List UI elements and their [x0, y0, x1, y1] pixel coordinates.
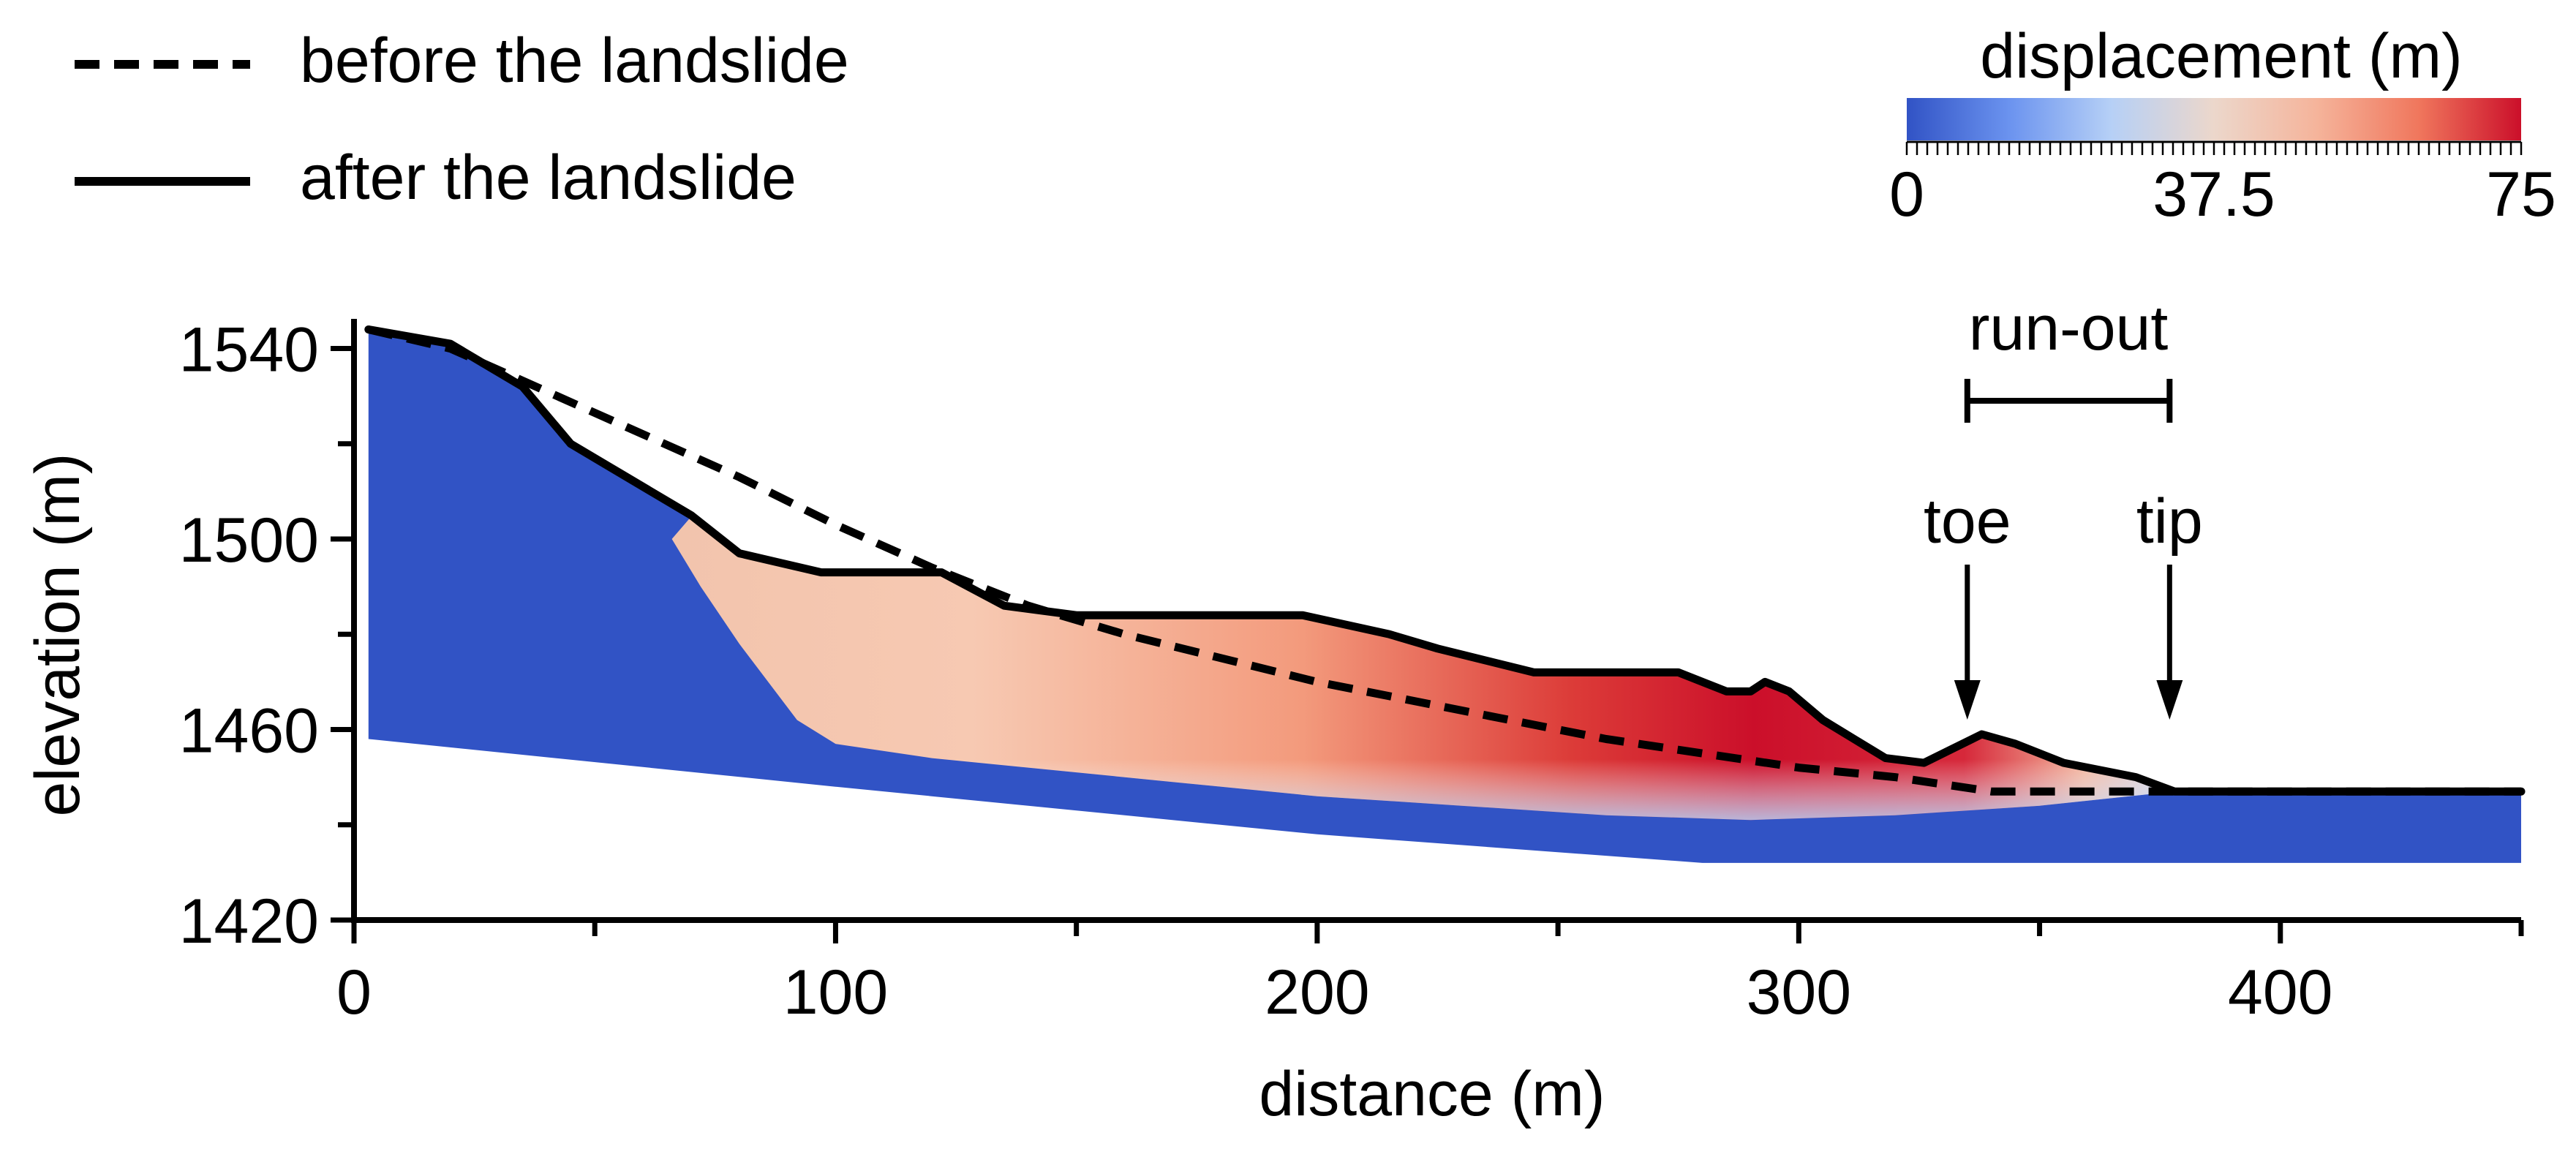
- legend: before the landslide after the landslide: [75, 26, 849, 213]
- displacement-zone-base-fade: [671, 516, 2174, 821]
- y-tick-label: 1460: [179, 696, 319, 766]
- colorbar-gradient: [1907, 98, 2521, 140]
- y-tick-label: 1420: [179, 886, 319, 957]
- annotations: run-out toe tip: [1924, 293, 2203, 720]
- toe-arrow-head: [1954, 680, 1981, 720]
- toe-label: toe: [1924, 486, 2011, 557]
- plot-area: [364, 325, 2526, 863]
- series-after-line: [364, 325, 2526, 796]
- x-tick-label: 300: [1747, 957, 1852, 1028]
- colorbar: displacement (m) 0 37.5 75: [1889, 21, 2556, 230]
- y-axis-title: elevation (m): [23, 453, 93, 816]
- y-axis-ticks: 1420 1460 1500 1540: [179, 315, 354, 957]
- x-axis-title: distance (m): [1259, 1059, 1605, 1129]
- x-axis-ticks: 0 100 200 300 400: [336, 920, 2524, 1028]
- colorbar-tick-label-max: 75: [2486, 159, 2556, 230]
- colorbar-title: displacement (m): [1980, 21, 2463, 91]
- colorbar-tick-label-min: 0: [1889, 159, 1924, 230]
- x-tick-label: 400: [2228, 957, 2333, 1028]
- colorbar-minor-ticks: [1905, 142, 2523, 155]
- tip-arrow-head: [2156, 680, 2183, 720]
- x-tick-label: 100: [783, 957, 889, 1028]
- tip-label: tip: [2136, 486, 2203, 557]
- x-tick-label: 200: [1265, 957, 1370, 1028]
- axes: 0 100 200 300 400 1420 1460 1500 1540 distance …: [23, 315, 2524, 1129]
- run-out-label: run-out: [1969, 293, 2169, 363]
- legend-label-before: before the landslide: [300, 26, 849, 96]
- y-tick-label: 1540: [179, 315, 319, 385]
- y-tick-label: 1500: [179, 505, 319, 576]
- x-tick-label: 0: [336, 957, 372, 1028]
- legend-label-after: after the landslide: [300, 143, 796, 213]
- series-before-line: [367, 325, 2521, 796]
- colorbar-tick-label-mid: 37.5: [2153, 159, 2275, 230]
